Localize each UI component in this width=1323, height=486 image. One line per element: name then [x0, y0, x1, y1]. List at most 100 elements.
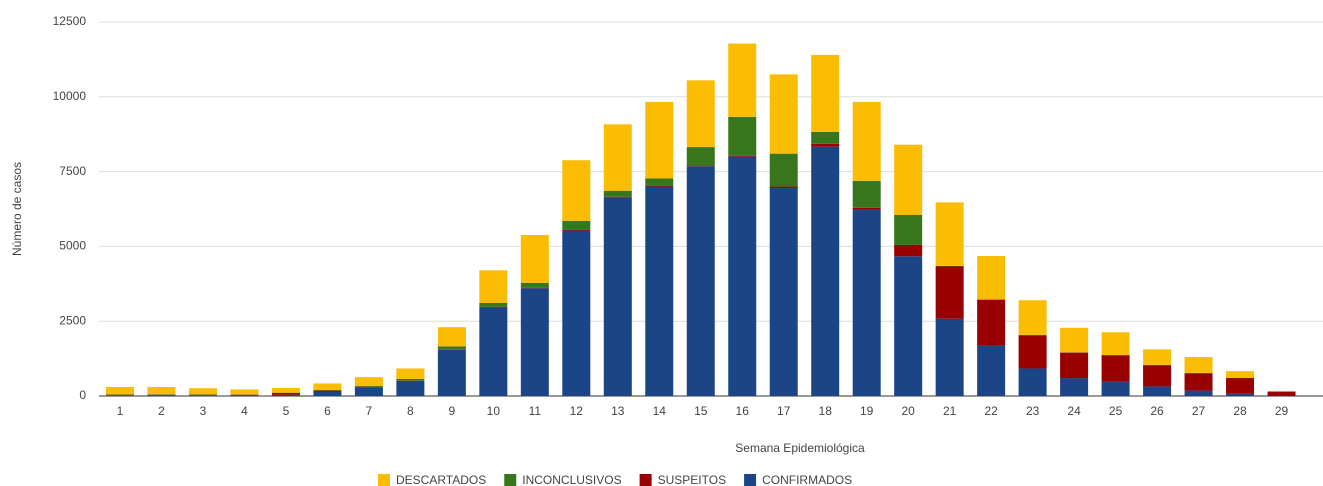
- bar-segment: [852, 180, 881, 208]
- bar-segment: [1101, 332, 1130, 356]
- bar-segment: [811, 146, 840, 396]
- bar-segment: [894, 244, 923, 257]
- y-tick-label: 12500: [53, 14, 87, 28]
- bar-segment: [271, 387, 300, 393]
- bar-segment: [686, 80, 715, 148]
- bar-segment: [1143, 365, 1172, 387]
- legend-swatch: [504, 474, 517, 486]
- bar-segment: [1101, 355, 1130, 382]
- x-tick-label: 16: [736, 404, 750, 418]
- x-tick-label: 14: [653, 404, 667, 418]
- bar-segment: [1267, 391, 1296, 396]
- bar-segment: [230, 394, 259, 396]
- bar-segment: [354, 386, 383, 388]
- x-tick-label: 7: [366, 404, 373, 418]
- bar-segment: [271, 393, 300, 395]
- y-tick-label: 7500: [59, 164, 86, 178]
- bar-segment: [520, 235, 549, 283]
- legend-swatch: [378, 474, 390, 486]
- legend-label: SUSPEITOS: [658, 473, 726, 486]
- bar-segment: [603, 190, 632, 197]
- bar-segment: [106, 394, 134, 396]
- y-tick-label: 0: [79, 388, 86, 402]
- legend-label: INCONCLUSIVOS: [522, 473, 621, 486]
- bar-segment: [437, 349, 466, 396]
- y-tick-label: 5000: [59, 239, 86, 253]
- x-tick-label: 17: [777, 404, 791, 418]
- bar-segment: [230, 395, 259, 396]
- bar-segment: [1226, 371, 1255, 378]
- x-tick-label: 22: [984, 404, 998, 418]
- bar-segment: [479, 306, 508, 308]
- bar-segment: [769, 153, 798, 187]
- bar-segment: [354, 387, 383, 396]
- bar-segment: [728, 43, 757, 117]
- bar-segment: [977, 299, 1006, 346]
- bar-segment: [1060, 327, 1089, 353]
- bar-segment: [313, 390, 342, 392]
- legend-swatch: [639, 474, 652, 486]
- x-tick-label: 4: [241, 404, 248, 418]
- x-tick-label: 29: [1275, 404, 1289, 418]
- x-tick-label: 28: [1233, 404, 1247, 418]
- bar-segment: [769, 188, 798, 396]
- bar-segment: [728, 155, 757, 157]
- bar-segment: [520, 287, 549, 289]
- bar-segment: [811, 143, 840, 147]
- x-tick-label: 15: [694, 404, 708, 418]
- x-tick-label: 11: [529, 404, 542, 418]
- bar-segment: [894, 214, 923, 245]
- bar-segment: [935, 266, 964, 319]
- bar-segment: [1018, 300, 1047, 335]
- x-tick-label: 20: [901, 404, 915, 418]
- bar-segment: [313, 383, 342, 391]
- bar-segment: [894, 144, 923, 215]
- bar-segment: [645, 101, 674, 179]
- x-tick-label: 5: [283, 404, 290, 418]
- bar-segment: [1018, 335, 1047, 369]
- bar-segment: [437, 327, 466, 347]
- bar-segment: [603, 197, 632, 396]
- bar-segment: [1184, 373, 1213, 391]
- bar-segment: [1143, 386, 1172, 396]
- bar-segment: [645, 178, 674, 186]
- bar-segment: [977, 299, 1006, 300]
- bar-segment: [852, 207, 881, 210]
- bar-segment: [354, 385, 383, 387]
- bar-segment: [977, 255, 1006, 300]
- legend-label: CONFIRMADOS: [762, 473, 852, 486]
- bar-segment: [188, 394, 217, 396]
- bar-segment: [396, 378, 425, 381]
- x-axis-label: Semana Epidemiológica: [735, 441, 865, 455]
- x-tick-label: 10: [487, 404, 501, 418]
- bar-segment: [811, 131, 840, 144]
- bar-segment: [562, 229, 591, 231]
- bar-segment: [313, 391, 342, 396]
- bar-segment: [313, 390, 342, 391]
- x-tick-label: 8: [407, 404, 414, 418]
- x-tick-label: 9: [449, 404, 456, 418]
- x-tick-label: 2: [158, 404, 165, 418]
- bar-segment: [1018, 368, 1047, 396]
- bar-segment: [354, 377, 383, 386]
- bar-segment: [396, 368, 425, 379]
- y-tick-label: 2500: [59, 313, 86, 327]
- bar-segment: [106, 395, 134, 396]
- bar-segment: [603, 196, 632, 198]
- bar-segment: [1060, 352, 1089, 379]
- bar-segment: [147, 395, 176, 396]
- bar-segment: [645, 185, 674, 187]
- bar-segment: [396, 381, 425, 396]
- bar-segment: [852, 101, 881, 181]
- bar-segment: [147, 387, 176, 395]
- bar-segment: [728, 156, 757, 396]
- x-tick-label: 6: [324, 404, 331, 418]
- bar-segment: [1226, 378, 1255, 394]
- bar-segment: [1226, 393, 1255, 396]
- x-tick-label: 18: [819, 404, 833, 418]
- x-tick-label: 19: [860, 404, 874, 418]
- x-tick-label: 13: [611, 404, 625, 418]
- bar-segment: [769, 186, 798, 189]
- bar-segment: [686, 147, 715, 166]
